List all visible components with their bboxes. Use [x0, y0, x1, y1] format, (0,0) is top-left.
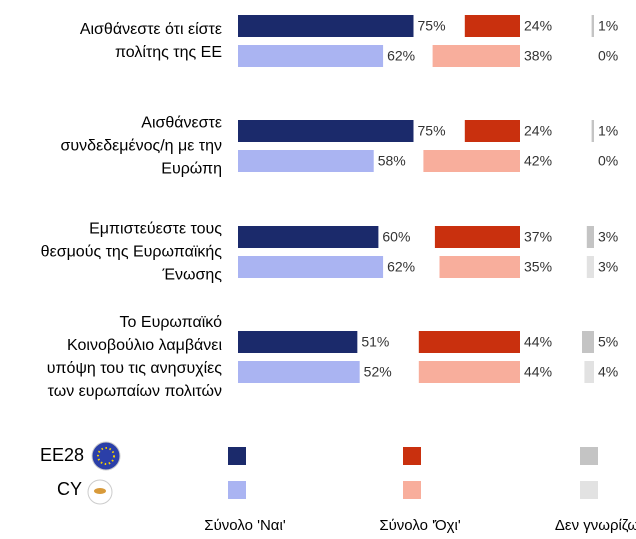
bar [464, 15, 520, 37]
bar [238, 331, 358, 353]
bar [439, 256, 520, 278]
value-label: 58% [378, 153, 406, 169]
value-label: 1% [598, 18, 618, 34]
value-label: 0% [598, 48, 618, 64]
value-label: 38% [524, 48, 552, 64]
bar [418, 361, 520, 383]
value-label: 35% [524, 259, 552, 275]
bar [238, 256, 384, 278]
bar [418, 331, 520, 353]
bar [238, 150, 374, 172]
value-label: 44% [524, 364, 552, 380]
legend-swatch [580, 447, 598, 465]
value-label: 3% [598, 229, 618, 245]
value-label: 4% [598, 364, 618, 380]
value-label: 24% [524, 123, 552, 139]
bar [464, 120, 520, 142]
bar [238, 120, 414, 142]
legend-label: Δεν γνωρίζω [555, 517, 636, 534]
value-label: 75% [418, 18, 446, 34]
bar [582, 331, 594, 353]
value-label: 42% [524, 153, 552, 169]
bar [238, 361, 360, 383]
value-label: 0% [598, 153, 618, 169]
value-label: 60% [382, 229, 410, 245]
bar [584, 361, 594, 383]
bar [586, 256, 594, 278]
value-label: 62% [387, 48, 415, 64]
question-label: Αισθάνεστε συνδεδεμένος/η με την Ευρώπη [60, 114, 222, 178]
bar [591, 120, 594, 142]
value-label: 3% [598, 259, 618, 275]
eu-flag [91, 441, 121, 471]
value-label: 1% [598, 123, 618, 139]
entity-label: EE28 [40, 445, 84, 465]
bar [238, 45, 384, 67]
question-label: Το Ευρωπαϊκό Κοινοβούλιο λαμβάνει υπόψη … [46, 314, 222, 400]
question-label: Αισθάνεστε ότι είστε πολίτης της ΕΕ [79, 21, 222, 61]
cy-flag [87, 479, 113, 505]
bar [586, 226, 594, 248]
entity-label: CY [57, 479, 82, 499]
value-label: 75% [418, 123, 446, 139]
bar [434, 226, 520, 248]
legend-label: Σύνολο 'Ναι' [204, 517, 286, 534]
legend-swatch [580, 481, 598, 499]
value-label: 37% [524, 229, 552, 245]
bar [432, 45, 520, 67]
bar [238, 226, 379, 248]
legend-swatch [403, 447, 421, 465]
legend-label: Σύνολο 'Όχι' [379, 517, 461, 534]
value-label: 62% [387, 259, 415, 275]
value-label: 5% [598, 334, 618, 350]
legend-swatch [228, 447, 246, 465]
bar [591, 15, 594, 37]
legend-swatch [228, 481, 246, 499]
bar [423, 150, 520, 172]
legend-swatch [403, 481, 421, 499]
value-label: 24% [524, 18, 552, 34]
bar [238, 15, 414, 37]
question-label: Εμπιστεύεστε τους θεσμούς της Ευρωπαϊκής… [40, 220, 222, 284]
value-label: 51% [361, 334, 389, 350]
value-label: 44% [524, 334, 552, 350]
value-label: 52% [364, 364, 392, 380]
